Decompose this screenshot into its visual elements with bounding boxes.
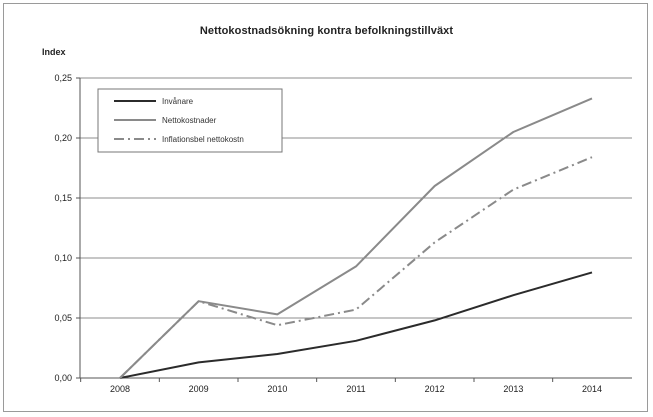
axes: 0,00 0,05 0,10 0,15 0,20 0,25 2008 2009 2010 2011… — [54, 73, 632, 394]
x-tick-label: 2010 — [267, 384, 287, 394]
data-point — [591, 156, 593, 158]
y-tick-label: 0,20 — [54, 133, 72, 143]
data-point — [355, 340, 357, 342]
x-tick-label: 2008 — [110, 384, 130, 394]
data-point — [591, 271, 593, 273]
data-point — [276, 353, 278, 355]
legend: Invånare Nettokostnader Inflationsbel nett… — [97, 88, 283, 153]
gridlines — [80, 77, 632, 319]
series-lines — [119, 97, 593, 379]
legend-entry: Invånare — [162, 97, 194, 106]
series-line-1 — [119, 271, 593, 379]
data-point — [197, 300, 199, 302]
data-point — [197, 361, 199, 363]
data-point — [591, 97, 593, 99]
data-point — [276, 313, 278, 315]
data-point — [276, 324, 278, 326]
y-tick-label: 0,25 — [54, 73, 72, 83]
y-tick-label: 0,05 — [54, 313, 72, 323]
y-axis-title: Index — [42, 47, 66, 57]
data-point — [433, 319, 435, 321]
data-point — [355, 308, 357, 310]
data-point — [512, 131, 514, 133]
y-tick-label: 0,00 — [54, 373, 72, 383]
data-point — [355, 265, 357, 267]
chart-title: Nettokostnadsökning kontra befolkningsti… — [199, 25, 454, 37]
x-tick-label: 2013 — [503, 384, 523, 394]
data-point — [512, 294, 514, 296]
data-point — [119, 377, 121, 379]
data-point — [433, 185, 435, 187]
x-tick-label: 2014 — [582, 384, 602, 394]
y-tick-label: 0,15 — [54, 193, 72, 203]
data-point — [512, 188, 514, 190]
x-tick-label: 2009 — [189, 384, 209, 394]
legend-entry: Nettokostnader — [162, 116, 217, 125]
y-tick-label: 0,10 — [54, 253, 72, 263]
series-line-3 — [119, 156, 593, 379]
legend-entry: Inflationsbel nettokostn — [162, 135, 244, 144]
x-tick-label: 2012 — [425, 384, 445, 394]
x-tick-label: 2011 — [346, 384, 365, 394]
data-point — [433, 241, 435, 243]
chart-frame — [3, 3, 648, 412]
